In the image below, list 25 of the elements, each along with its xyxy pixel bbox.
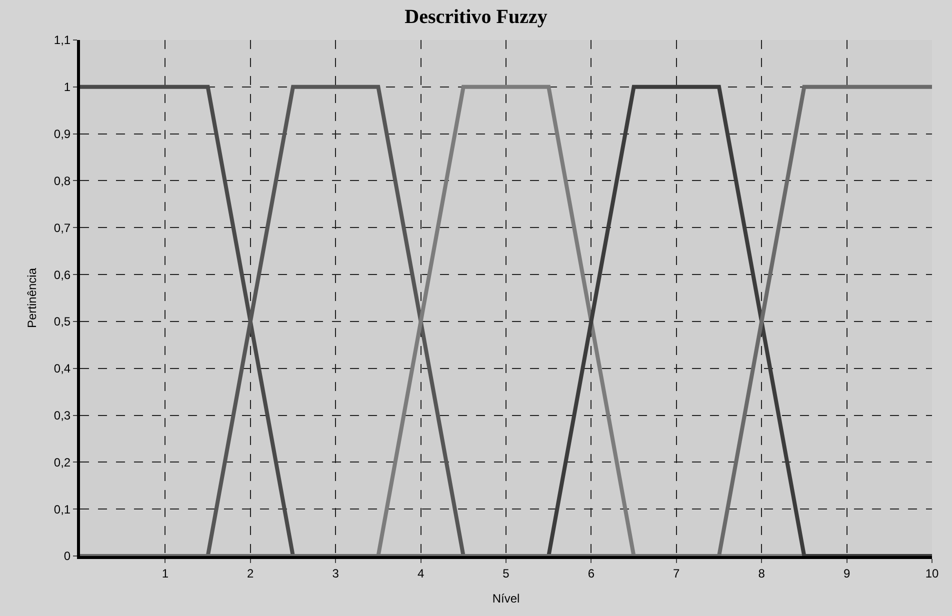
- y-tick-label: 0,4: [54, 362, 71, 376]
- x-tick-label: 5: [502, 566, 510, 580]
- x-tick-label: 8: [758, 566, 766, 580]
- x-tick-label: 10: [925, 566, 939, 580]
- x-tick-label: 3: [332, 566, 340, 580]
- x-tick-label: 6: [588, 566, 595, 580]
- y-tick-label: 0,2: [54, 455, 71, 470]
- y-tick-label: 0,3: [54, 408, 71, 422]
- x-tick-label: 2: [247, 566, 254, 580]
- y-tick-label: 1: [64, 80, 71, 94]
- y-tick-label: 1,1: [54, 33, 71, 48]
- y-axis-title: Pertinência: [25, 268, 40, 328]
- y-tick-label: 0,7: [54, 220, 71, 235]
- y-tick-label: 0,8: [54, 174, 71, 188]
- y-tick-label: 0: [64, 549, 71, 564]
- x-tick-label: 7: [673, 566, 680, 580]
- x-tick-label: 1: [162, 566, 169, 580]
- y-tick-label: 0,6: [54, 268, 71, 282]
- x-tick-label: 9: [843, 566, 850, 580]
- x-axis-title: Nível: [492, 591, 520, 606]
- chart-title: Descritivo Fuzzy: [404, 6, 548, 28]
- y-tick-label: 0,9: [54, 127, 71, 142]
- x-tick-label: 4: [417, 566, 424, 580]
- y-tick-label: 0,5: [54, 314, 71, 329]
- y-tick-label: 0,1: [54, 502, 71, 516]
